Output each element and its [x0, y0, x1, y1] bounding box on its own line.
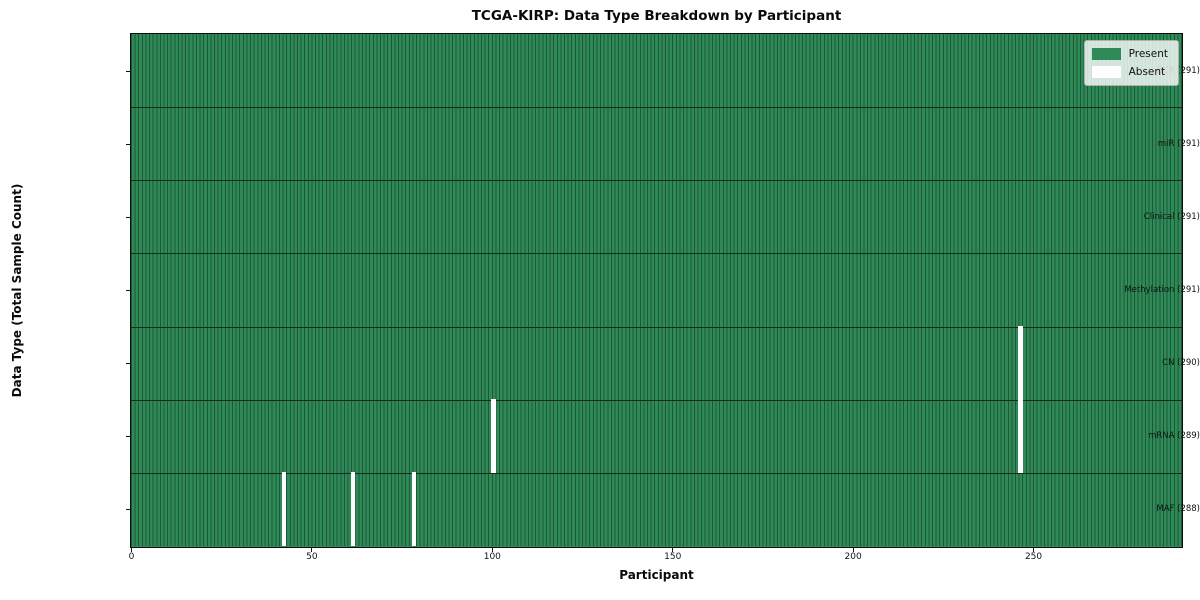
x-tick-label-150: 150 — [664, 552, 682, 562]
heatmap-row-methylation — [131, 253, 1182, 327]
legend-item-present: Present — [1091, 48, 1168, 60]
y-tick-label-maf: MAF (288) — [1156, 504, 1200, 515]
absent-gap-mrna-246 — [1018, 399, 1023, 473]
y-axis-title: Data Type (Total Sample Count) — [10, 183, 24, 398]
chart-title: TCGA-KIRP: Data Type Breakdown by Partic… — [471, 8, 842, 24]
y-tick-mark — [126, 436, 130, 438]
absent-gap-maf-61 — [350, 472, 356, 546]
x-tick-label-50: 50 — [306, 552, 318, 562]
x-tick-mark — [672, 548, 674, 552]
x-tick-mark — [852, 548, 854, 552]
y-tick-mark — [126, 216, 130, 218]
x-axis-title: Participant — [619, 568, 694, 582]
y-tick-label-mrna: mRNA (289) — [1148, 431, 1200, 442]
heatmap-row-mir — [131, 107, 1182, 181]
heatmap-row-clinical — [131, 180, 1182, 254]
y-tick-label-cn: CN (290) — [1162, 358, 1200, 369]
absent-gap-maf-78 — [412, 472, 417, 546]
heatmap-row-maf — [131, 472, 1182, 546]
heatmap-row-cn — [131, 326, 1182, 400]
x-tick-mark — [311, 548, 313, 552]
legend-item-absent: Absent — [1091, 66, 1168, 78]
x-tick-label-250: 250 — [1024, 552, 1043, 562]
x-tick-mark — [1033, 548, 1035, 552]
y-tick-mark — [126, 363, 130, 365]
x-tick-mark — [491, 548, 493, 552]
plot-area: Present Absent — [130, 33, 1183, 548]
x-tick-label-100: 100 — [483, 552, 501, 562]
y-tick-mark — [126, 509, 130, 511]
absent-gap-mrna-100 — [491, 399, 496, 473]
y-tick-mark — [126, 290, 130, 291]
y-tick-label-clinical: Clinical (291) — [1143, 211, 1200, 222]
y-tick-label-methylation: Methylation (291) — [1124, 285, 1200, 295]
heatmap-row-bcr — [131, 34, 1182, 108]
y-tick-mark — [126, 143, 130, 145]
legend-absent-swatch-icon — [1091, 66, 1121, 78]
y-tick-label-mir: miR (291) — [1157, 138, 1200, 149]
absent-gap-maf-42 — [282, 472, 287, 546]
legend-present-swatch-icon — [1091, 48, 1121, 60]
x-tick-label-200: 200 — [844, 552, 862, 562]
absent-gap-cn-246 — [1018, 326, 1023, 400]
y-tick-mark — [126, 70, 130, 72]
x-tick-label-0: 0 — [128, 552, 135, 562]
heatmap-row-mrna — [131, 399, 1182, 473]
legend: Present Absent — [1083, 40, 1179, 86]
legend-absent-label: Absent — [1128, 66, 1166, 78]
legend-present-label: Present — [1128, 48, 1168, 60]
x-tick-mark — [131, 548, 132, 552]
